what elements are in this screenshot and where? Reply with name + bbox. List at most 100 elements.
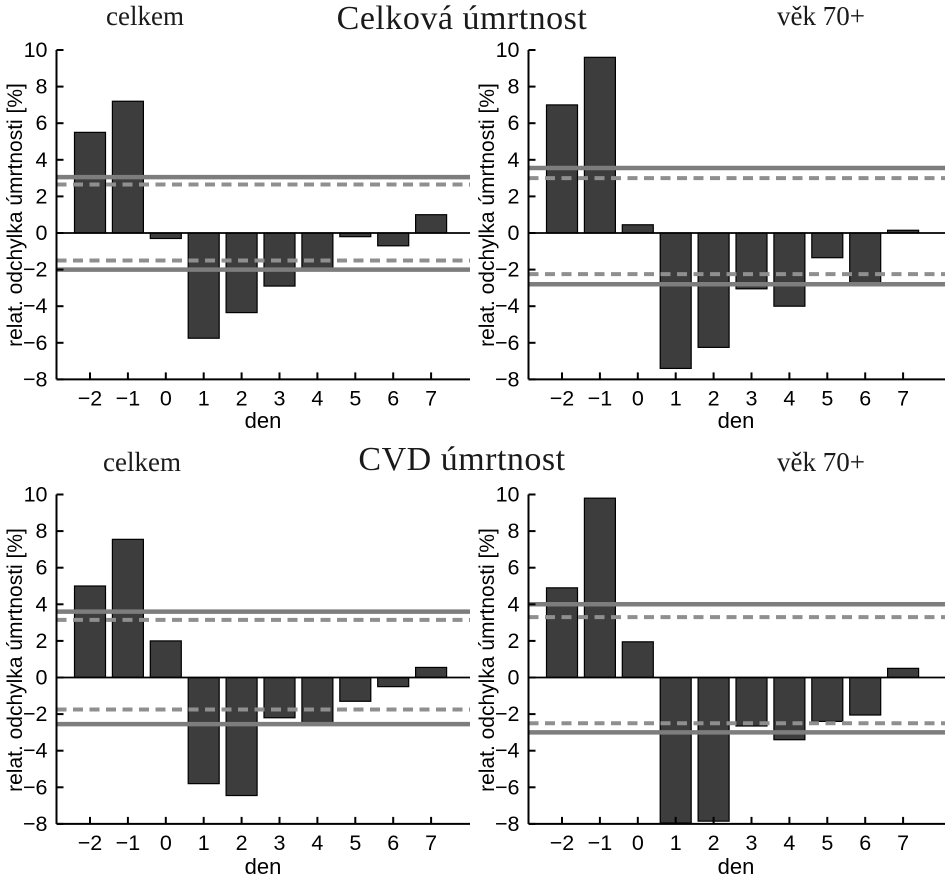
y-tick-label: −2 (23, 702, 48, 726)
x-tick-label: 3 (274, 386, 286, 410)
bar-day-1 (187, 676, 220, 785)
subtitle-celkem: celkem (103, 447, 181, 477)
x-tick-label: 5 (821, 831, 833, 855)
y-tick-label: −4 (495, 294, 520, 318)
x-tick-label: 3 (746, 386, 758, 410)
y-tick-label: 0 (508, 221, 520, 245)
subtitle-vek-70plus: věk 70+ (777, 447, 865, 477)
x-tick-label: 3 (746, 831, 758, 855)
chart-cvd-mortality-70plus: věk 70+ relat. odchylka úmrtnosti [%] de… (472, 438, 945, 876)
chart-total-mortality-all: celkem relat. odchylka úmrtnosti [%] den… (0, 0, 473, 438)
y-tick-label: 2 (508, 629, 520, 653)
x-tick-label: 7 (897, 386, 909, 410)
bar-day-6 (849, 676, 882, 716)
plot-area: 10 8 6 4 2 0 −2 −4 −6 −8 −2 −1 0 1 2 3 4 5 6 7 (23, 38, 470, 410)
y-tick-label: −8 (495, 812, 520, 836)
x-tick-label: 4 (783, 386, 795, 410)
bar-day-6 (377, 232, 410, 247)
y-tick-label: −8 (23, 367, 48, 391)
x-tick-label: 5 (349, 831, 361, 855)
y-tick-label: 6 (508, 111, 520, 135)
x-tick-label: 0 (160, 831, 172, 855)
y-tick-label: −6 (495, 775, 520, 799)
y-tick-label: 6 (36, 556, 48, 580)
chart-total-mortality-70plus: věk 70+ relat. odchylka úmrtnosti [%] de… (472, 0, 945, 438)
x-axis-label: den (717, 408, 755, 433)
y-tick-label: 0 (36, 221, 48, 245)
bar-day-3 (263, 676, 296, 719)
x-tick-label: 7 (897, 831, 909, 855)
y-tick-label: 0 (36, 666, 48, 690)
bar-day--1 (111, 538, 145, 679)
bar-day-3 (735, 676, 768, 727)
x-tick-label: 2 (708, 831, 720, 855)
y-tick-label: −4 (23, 739, 48, 763)
x-tick-label: 5 (349, 386, 361, 410)
x-tick-label: 0 (632, 831, 644, 855)
y-tick-label: 10 (496, 483, 520, 507)
bar-day-5 (339, 676, 372, 702)
bar-day-0 (621, 641, 654, 679)
x-tick-label: 1 (670, 386, 682, 410)
bar-day-4 (301, 676, 334, 726)
y-tick-label: −2 (495, 702, 520, 726)
x-tick-label: 7 (425, 386, 437, 410)
y-tick-label: −6 (23, 331, 48, 355)
x-tick-label: 4 (311, 831, 323, 855)
y-tick-label: 8 (508, 519, 520, 543)
x-tick-label: 2 (236, 386, 248, 410)
x-tick-label: −2 (78, 386, 103, 410)
y-tick-label: 6 (508, 556, 520, 580)
bar-day-7 (415, 666, 448, 679)
x-tick-label: 6 (859, 386, 871, 410)
y-tick-label: −2 (23, 258, 48, 282)
bar-day-6 (849, 232, 882, 286)
bar-day--2 (73, 585, 107, 679)
y-tick-label: 10 (24, 38, 48, 62)
y-tick-label: 4 (508, 592, 520, 616)
bar-day-1 (659, 676, 692, 824)
bar-day--1 (583, 56, 617, 234)
bar-day-7 (887, 667, 920, 679)
y-tick-label: 2 (36, 184, 48, 208)
y-tick-label: 10 (24, 483, 48, 507)
bar-day-4 (773, 232, 806, 307)
bar-day-4 (301, 232, 334, 271)
bar-day-3 (735, 232, 768, 290)
x-tick-label: 2 (236, 831, 248, 855)
x-tick-label: 4 (783, 831, 795, 855)
subtitle-celkem: celkem (106, 1, 184, 31)
y-tick-label: −8 (495, 367, 520, 391)
x-tick-label: 6 (387, 386, 399, 410)
x-tick-label: 1 (670, 831, 682, 855)
x-axis-label: den (244, 408, 282, 433)
y-tick-label: 4 (36, 148, 48, 172)
x-tick-label: 1 (198, 831, 210, 855)
y-tick-label: 8 (36, 519, 48, 543)
plot-area: 10 8 6 4 2 0 −2 −4 −6 −8 −2 −1 0 1 2 3 4 5 6 7 (23, 483, 470, 855)
bar-day-2 (225, 676, 258, 797)
bar-day-6 (377, 676, 410, 688)
bar-day-2 (225, 232, 258, 314)
y-tick-label: −6 (495, 331, 520, 355)
bar-day-2 (697, 232, 730, 348)
x-tick-label: 1 (198, 386, 210, 410)
bar-day-4 (773, 676, 806, 741)
x-tick-label: 7 (425, 831, 437, 855)
x-axis-label: den (244, 854, 282, 876)
x-tick-label: −1 (588, 386, 613, 410)
y-tick-label: 4 (36, 592, 48, 616)
bar-day-1 (659, 232, 692, 370)
bar-day-5 (811, 232, 844, 259)
x-tick-label: 6 (859, 831, 871, 855)
bar-day--1 (111, 100, 145, 234)
figure-title-cvd-mortality: CVD úmrtnost (358, 441, 566, 478)
bar-day--1 (583, 497, 617, 679)
y-tick-label: 2 (508, 184, 520, 208)
y-tick-label: 0 (508, 666, 520, 690)
x-tick-label: −2 (550, 831, 575, 855)
bar-day-0 (621, 224, 654, 234)
chart-cvd-mortality-all: celkem relat. odchylka úmrtnosti [%] den… (0, 438, 473, 876)
x-tick-label: 3 (274, 831, 286, 855)
